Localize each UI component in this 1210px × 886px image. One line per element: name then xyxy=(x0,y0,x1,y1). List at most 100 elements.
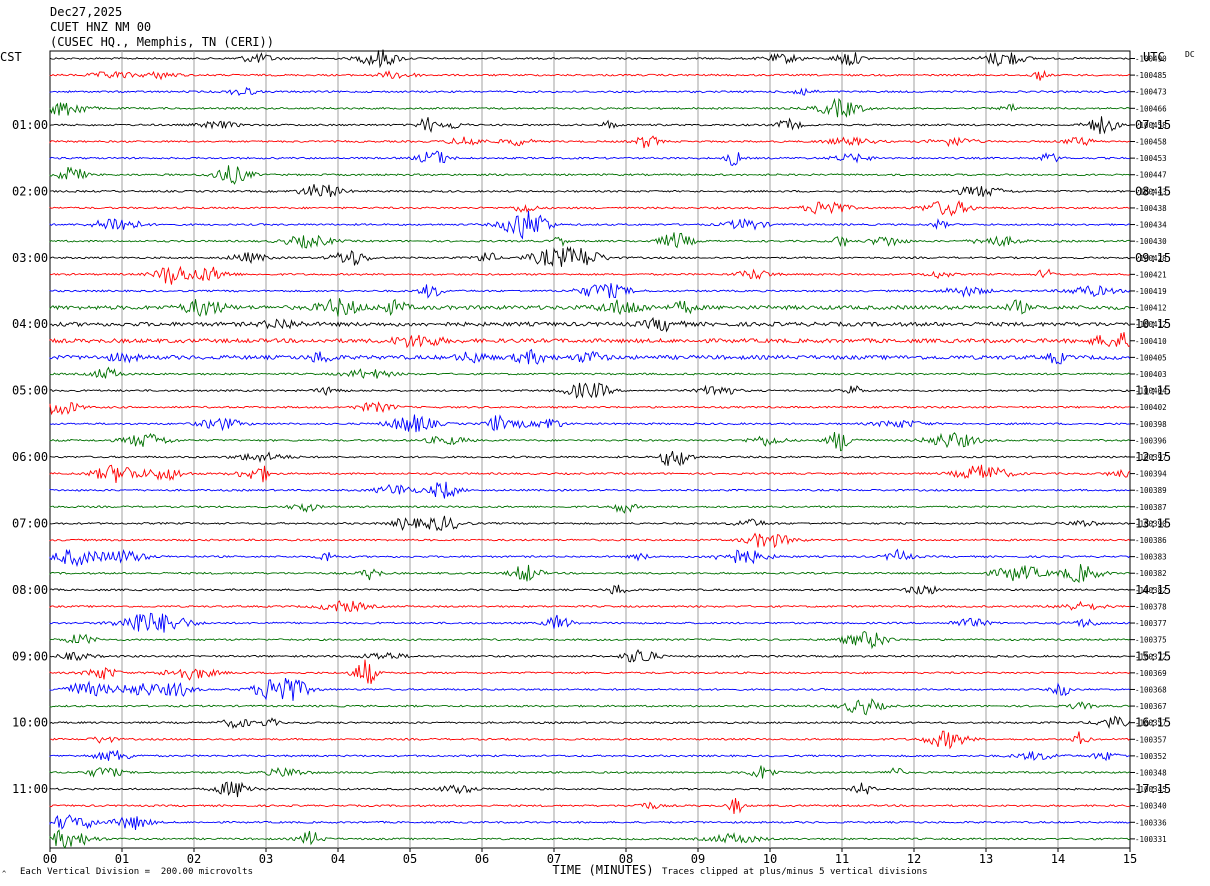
right-timezone-label: UTC xyxy=(1143,50,1165,64)
seismic-trace xyxy=(49,401,1131,416)
left-hour-label: 06:00 xyxy=(12,450,48,464)
seismic-trace xyxy=(49,584,1131,595)
date-label: Dec27,2025 xyxy=(50,5,123,19)
right-hour-label: 09:15 xyxy=(1135,251,1171,265)
seismic-trace xyxy=(49,69,1131,81)
seismic-trace xyxy=(49,715,1131,729)
left-hour-label: 04:00 xyxy=(12,317,48,331)
seismic-trace xyxy=(49,564,1131,584)
x-tick-label: 12 xyxy=(907,852,921,866)
seismic-trace xyxy=(49,698,1131,716)
dc-offset-label: -100369 xyxy=(1135,669,1167,678)
dc-offset-label: -100421 xyxy=(1135,270,1167,279)
seismic-trace xyxy=(49,366,1131,379)
left-hour-label: 02:00 xyxy=(12,184,48,198)
dc-offset-label: -100398 xyxy=(1135,420,1167,429)
seismic-trace xyxy=(49,730,1131,750)
dc-offset-label: -100389 xyxy=(1135,486,1167,495)
x-tick-label: 03 xyxy=(259,852,273,866)
seismic-trace xyxy=(49,502,1131,514)
seismic-trace xyxy=(49,414,1131,433)
dc-offset-label: -100434 xyxy=(1135,221,1167,230)
dc-offset-label: -100336 xyxy=(1135,818,1167,827)
dc-header-label: DC xyxy=(1185,50,1195,59)
seismic-trace xyxy=(49,317,1131,333)
right-hour-label: 11:15 xyxy=(1135,384,1171,398)
dc-offset-label: -100410 xyxy=(1135,337,1167,346)
dc-offset-label: -100378 xyxy=(1135,602,1167,611)
dc-offset-label: -100382 xyxy=(1135,569,1167,578)
dc-offset-label: -100375 xyxy=(1135,636,1167,645)
dc-offset-label: -100428 xyxy=(1135,254,1167,263)
seismic-trace xyxy=(49,348,1131,365)
left-hour-label: 09:00 xyxy=(12,649,48,663)
seismic-trace xyxy=(49,432,1131,452)
x-tick-label: 04 xyxy=(331,852,345,866)
seismic-trace xyxy=(49,481,1131,499)
plot-frame xyxy=(49,50,1131,849)
x-tick-label: 11 xyxy=(835,852,849,866)
right-hour-label: 07:15 xyxy=(1135,118,1171,132)
dc-offset-label: -100357 xyxy=(1135,719,1167,728)
dc-offset-label: -100397 xyxy=(1135,453,1167,462)
dc-offset-label: -100490 xyxy=(1135,55,1167,64)
x-axis-title: TIME (MINUTES) xyxy=(552,863,653,877)
seismic-trace xyxy=(49,612,1131,633)
left-hour-label: 11:00 xyxy=(12,782,48,796)
seismic-trace xyxy=(49,659,1131,684)
seismic-trace xyxy=(49,814,1131,831)
seismic-trace xyxy=(49,232,1131,249)
dc-offset-label: -100412 xyxy=(1135,304,1167,313)
right-hour-label: 10:15 xyxy=(1135,317,1171,331)
dc-offset-label: -100383 xyxy=(1135,553,1167,562)
dc-offset-label: -100473 xyxy=(1135,88,1167,97)
x-tick-label: 14 xyxy=(1051,852,1065,866)
seismic-trace xyxy=(49,86,1131,96)
x-tick-label: 08 xyxy=(619,852,633,866)
seismic-trace xyxy=(49,630,1131,650)
right-hour-label: 13:15 xyxy=(1135,516,1171,530)
x-tick-label: 15 xyxy=(1123,852,1137,866)
seismic-trace xyxy=(49,450,1131,467)
seismic-trace xyxy=(49,184,1131,198)
seismic-trace xyxy=(49,797,1131,815)
seismic-trace xyxy=(49,648,1131,663)
dc-offset-label: -100453 xyxy=(1135,154,1167,163)
dc-offset-label: -100390 xyxy=(1135,519,1167,528)
dc-offset-label: -100386 xyxy=(1135,536,1167,545)
dc-offset-label: -100438 xyxy=(1135,204,1167,213)
dc-offset-label: -100419 xyxy=(1135,287,1167,296)
dc-offset-label: -100394 xyxy=(1135,470,1167,479)
seismic-trace xyxy=(49,210,1131,240)
seismic-trace xyxy=(49,781,1131,798)
x-tick-label: 10 xyxy=(763,852,777,866)
seismic-trace xyxy=(49,515,1131,532)
dc-offset-label: -100412 xyxy=(1135,320,1167,329)
seismic-trace xyxy=(49,116,1131,135)
dc-offset-label: -100458 xyxy=(1135,121,1167,130)
right-hour-label: 12:15 xyxy=(1135,450,1171,464)
clip-note: Traces clipped at plus/minus 5 vertical … xyxy=(662,867,928,877)
seismic-trace xyxy=(49,97,1131,118)
location-label: (CUSEC HQ., Memphis, TN (CERI)) xyxy=(50,35,274,49)
dc-offset-label: -100405 xyxy=(1135,353,1167,362)
dc-offset-label: -100345 xyxy=(1135,785,1167,794)
dc-offset-label: -100404 xyxy=(1135,387,1167,396)
x-tick-label: 00 xyxy=(43,852,57,866)
x-tick-label: 09 xyxy=(691,852,705,866)
seismic-trace xyxy=(49,246,1131,267)
seismic-trace xyxy=(49,135,1131,149)
dc-offset-label: -100443 xyxy=(1135,187,1167,196)
dc-offset-label: -100340 xyxy=(1135,802,1167,811)
seismic-trace xyxy=(49,283,1131,299)
seismic-trace xyxy=(49,677,1131,701)
left-hour-label: 07:00 xyxy=(12,516,48,530)
seismic-trace xyxy=(49,298,1131,317)
dc-offset-label: -100377 xyxy=(1135,619,1167,628)
right-hour-label: 14:15 xyxy=(1135,583,1171,597)
dc-offset-label: -100331 xyxy=(1135,835,1167,844)
seismic-trace xyxy=(49,464,1131,484)
seismic-trace xyxy=(49,49,1131,69)
dc-offset-label: -100396 xyxy=(1135,436,1167,445)
